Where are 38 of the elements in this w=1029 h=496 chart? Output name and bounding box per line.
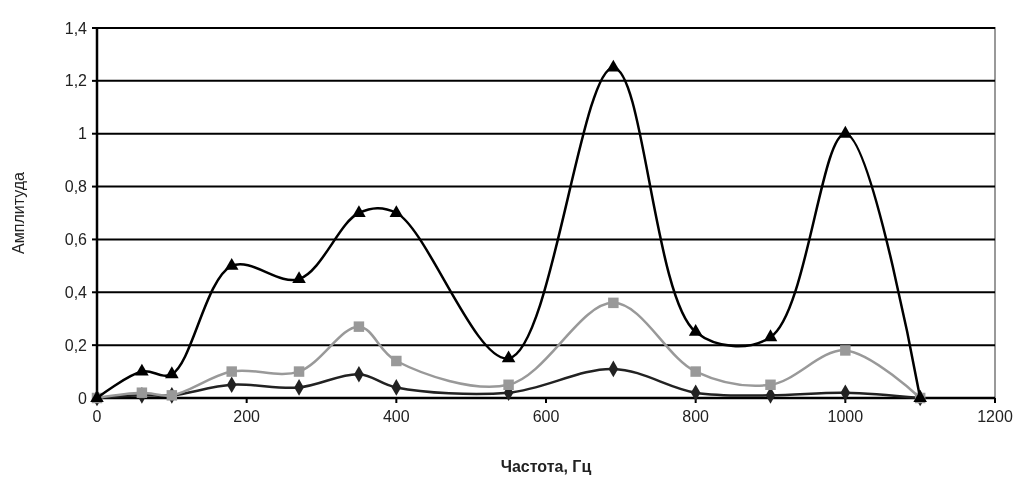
x-tick-label: 400: [382, 408, 410, 425]
x-tick-label: 1000: [827, 408, 864, 425]
point: [690, 366, 701, 377]
point: [226, 366, 237, 377]
y-tick-label: 0,6: [64, 231, 88, 249]
point: [501, 350, 516, 363]
y-tick-label: 1,2: [64, 72, 88, 90]
y-tick-label: 1: [78, 125, 88, 143]
point: [292, 271, 306, 283]
point: [353, 321, 365, 332]
point: [688, 324, 703, 336]
point: [136, 387, 148, 398]
y-tick-label: 0,8: [64, 178, 88, 196]
point: [606, 59, 621, 72]
x-tick-label: 1200: [977, 408, 1013, 425]
point: [838, 125, 853, 138]
y-tick-label: 0,4: [64, 283, 88, 301]
x-axis-title: Частота, Гц: [500, 458, 592, 475]
y-tick-label: 0: [78, 389, 88, 407]
point: [352, 205, 366, 217]
y-axis-title: Амплитуда: [10, 171, 27, 254]
point: [389, 205, 404, 217]
x-tick-label: 800: [682, 408, 710, 425]
point: [763, 329, 778, 342]
point: [224, 258, 239, 270]
point: [165, 366, 179, 379]
x-tick-label: 0: [92, 408, 102, 425]
x-tick-label: 200: [233, 408, 261, 425]
x-tick-label: 600: [532, 408, 560, 425]
point: [391, 355, 402, 367]
point: [293, 366, 305, 377]
y-tick-label: 1,4: [64, 19, 88, 37]
point: [608, 297, 619, 309]
point: [503, 379, 514, 391]
point: [765, 379, 776, 391]
point: [840, 345, 851, 356]
point: [135, 363, 149, 376]
y-tick-label: 0,2: [64, 336, 88, 354]
